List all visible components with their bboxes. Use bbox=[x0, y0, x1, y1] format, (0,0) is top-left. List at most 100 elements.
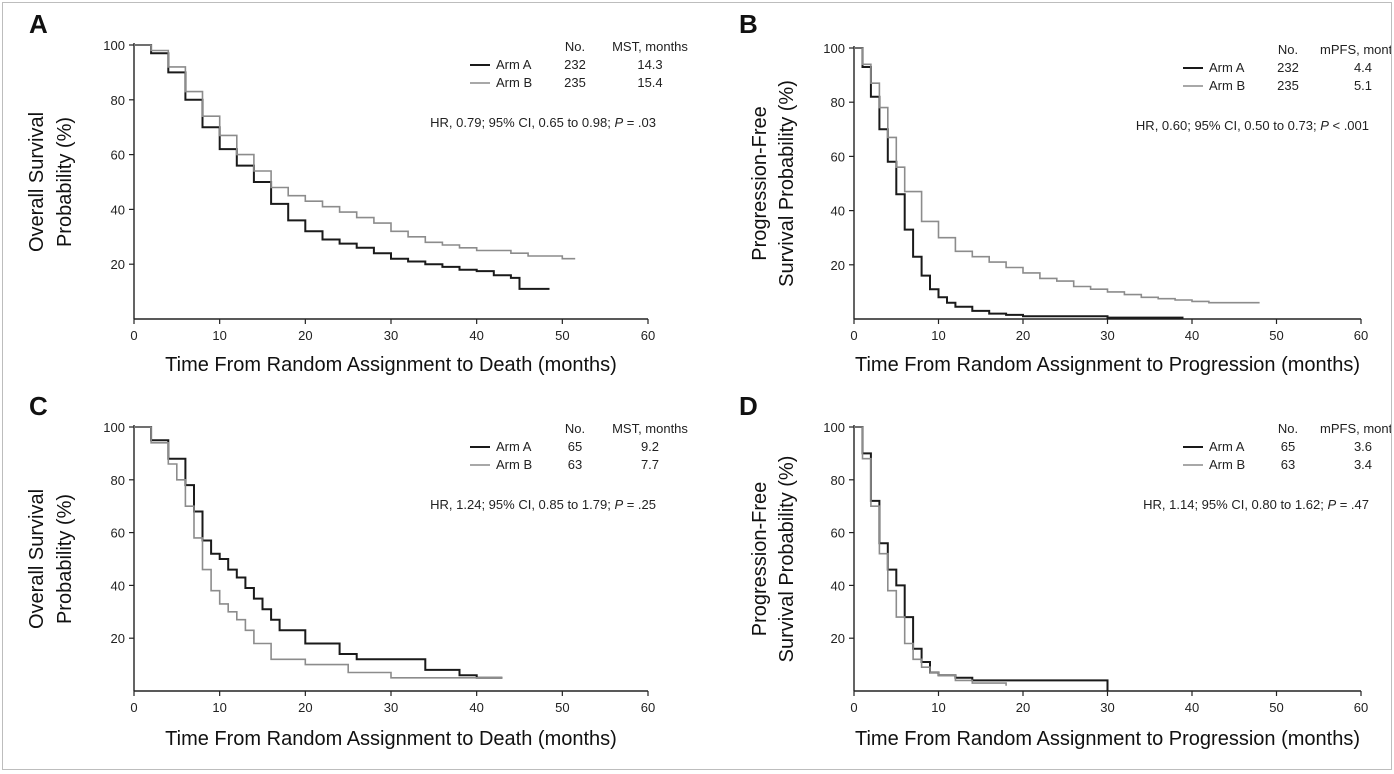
legend-n: 65 bbox=[568, 439, 582, 454]
y-tick-label: 60 bbox=[111, 148, 125, 163]
panel-letter: D bbox=[739, 391, 758, 421]
y-tick-label: 60 bbox=[111, 526, 125, 541]
x-tick-label: 40 bbox=[469, 700, 483, 715]
y-tick-label: 40 bbox=[831, 204, 845, 219]
legend-n: 235 bbox=[564, 75, 586, 90]
hr-p-value: < .001 bbox=[1329, 118, 1369, 133]
legend-stat: 14.3 bbox=[637, 57, 662, 72]
x-tick-label: 10 bbox=[931, 700, 945, 715]
hr-p-value: = .25 bbox=[623, 497, 656, 512]
x-tick-label: 60 bbox=[641, 328, 655, 343]
legend-n: 63 bbox=[1281, 457, 1295, 472]
legend-label: Arm B bbox=[496, 75, 532, 90]
x-tick-label: 60 bbox=[1354, 328, 1368, 343]
y-tick-label: 40 bbox=[111, 202, 125, 217]
series-line-arm-b bbox=[134, 44, 576, 260]
legend-n: 235 bbox=[1277, 78, 1299, 93]
y-axis-title-line: Overall Survival bbox=[26, 489, 48, 629]
x-tick-label: 10 bbox=[931, 328, 945, 343]
hr-text-main: HR, 1.24; 95% CI, 0.85 to 1.79; bbox=[430, 497, 614, 512]
legend-stat: 7.7 bbox=[641, 457, 659, 472]
x-tick-label: 40 bbox=[1185, 700, 1199, 715]
x-axis-title: Time From Random Assignment to Progressi… bbox=[855, 728, 1360, 750]
legend-header-stat: mPFS, months bbox=[1320, 421, 1391, 436]
hr-p-value: = .47 bbox=[1336, 497, 1369, 512]
series-line-arm-b bbox=[854, 426, 1007, 686]
legend-label: Arm A bbox=[496, 439, 532, 454]
series-line-arm-b bbox=[854, 47, 1260, 304]
y-axis-title-line: Probability (%) bbox=[54, 494, 76, 624]
x-axis-title: Time From Random Assignment to Death (mo… bbox=[165, 728, 617, 750]
y-tick-label: 100 bbox=[103, 38, 125, 53]
hazard-ratio-text: HR, 1.14; 95% CI, 0.80 to 1.62; P = .47 bbox=[1143, 497, 1369, 512]
y-tick-label: 100 bbox=[823, 41, 845, 56]
panel-a: A 0 10 20 30 40 50 60 20 40 60 80 100 Time From Rando… bbox=[26, 9, 688, 376]
x-tick-label: 20 bbox=[1016, 700, 1030, 715]
hr-text-main: HR, 0.79; 95% CI, 0.65 to 0.98; bbox=[430, 115, 614, 130]
legend-stat: 3.6 bbox=[1354, 439, 1372, 454]
legend-stat: 9.2 bbox=[641, 439, 659, 454]
y-axis-title-line: Progression-Free bbox=[749, 106, 771, 261]
x-axis-title: Time From Random Assignment to Progressi… bbox=[855, 354, 1360, 376]
series-line-arm-a bbox=[134, 426, 503, 679]
legend-n: 232 bbox=[1277, 60, 1299, 75]
hazard-ratio-text: HR, 1.24; 95% CI, 0.85 to 1.79; P = .25 bbox=[430, 497, 656, 512]
legend-label: Arm B bbox=[1209, 78, 1245, 93]
x-tick-label: 30 bbox=[384, 700, 398, 715]
legend-label: Arm A bbox=[1209, 60, 1245, 75]
x-tick-label: 50 bbox=[1269, 328, 1283, 343]
y-tick-label: 40 bbox=[831, 578, 845, 593]
hazard-ratio-text: HR, 0.60; 95% CI, 0.50 to 0.73; P < .001 bbox=[1136, 118, 1369, 133]
x-tick-label: 40 bbox=[469, 328, 483, 343]
legend-label: Arm B bbox=[1209, 457, 1245, 472]
x-tick-label: 0 bbox=[130, 700, 137, 715]
y-tick-label: 60 bbox=[831, 526, 845, 541]
legend-label: Arm A bbox=[1209, 439, 1245, 454]
x-tick-label: 30 bbox=[1100, 700, 1114, 715]
legend-header-stat: MST, months bbox=[612, 39, 688, 54]
y-tick-label: 20 bbox=[111, 257, 125, 272]
series-line-arm-a bbox=[134, 44, 550, 290]
hr-text-main: HR, 0.60; 95% CI, 0.50 to 0.73; bbox=[1136, 118, 1320, 133]
panel-d: D 0 10 20 30 40 50 60 20 40 60 80 100 Time From Rando… bbox=[739, 391, 1391, 750]
x-tick-label: 10 bbox=[212, 700, 226, 715]
series-line-arm-b bbox=[134, 426, 503, 679]
x-tick-label: 30 bbox=[384, 328, 398, 343]
y-tick-label: 80 bbox=[111, 93, 125, 108]
panel-c: C 0 10 20 30 40 50 60 20 40 60 80 100 Time From Rando… bbox=[26, 391, 688, 750]
x-tick-label: 10 bbox=[212, 328, 226, 343]
x-tick-label: 20 bbox=[298, 328, 312, 343]
legend-n: 63 bbox=[568, 457, 582, 472]
y-tick-label: 100 bbox=[823, 420, 845, 435]
legend-n: 232 bbox=[564, 57, 586, 72]
y-axis-title-line: Survival Probability (%) bbox=[776, 456, 798, 663]
legend-stat: 5.1 bbox=[1354, 78, 1372, 93]
hr-text-main: HR, 1.14; 95% CI, 0.80 to 1.62; bbox=[1143, 497, 1327, 512]
hr-p-value: = .03 bbox=[623, 115, 656, 130]
hr-p-label: P bbox=[1320, 118, 1329, 133]
hr-p-label: P bbox=[614, 497, 623, 512]
series-line-arm-a bbox=[854, 426, 1109, 691]
hr-p-label: P bbox=[614, 115, 623, 130]
legend-n: 65 bbox=[1281, 439, 1295, 454]
legend-stat: 15.4 bbox=[637, 75, 662, 90]
x-tick-label: 60 bbox=[641, 700, 655, 715]
panel-letter: C bbox=[29, 391, 48, 421]
x-tick-label: 20 bbox=[298, 700, 312, 715]
y-axis-title-line: Survival Probability (%) bbox=[776, 80, 798, 287]
y-tick-label: 40 bbox=[111, 578, 125, 593]
y-tick-label: 20 bbox=[831, 258, 845, 273]
x-tick-label: 50 bbox=[555, 328, 569, 343]
legend-header-stat: MST, months bbox=[612, 421, 688, 436]
x-tick-label: 20 bbox=[1016, 328, 1030, 343]
y-tick-label: 80 bbox=[831, 473, 845, 488]
legend-header-n: No. bbox=[1278, 421, 1298, 436]
x-tick-label: 50 bbox=[1269, 700, 1283, 715]
y-tick-label: 100 bbox=[103, 420, 125, 435]
x-tick-label: 30 bbox=[1100, 328, 1114, 343]
x-tick-label: 50 bbox=[555, 700, 569, 715]
x-tick-label: 0 bbox=[850, 328, 857, 343]
panel-b: B 0 10 20 30 40 50 60 20 40 60 80 100 Time From Rando… bbox=[739, 9, 1391, 376]
